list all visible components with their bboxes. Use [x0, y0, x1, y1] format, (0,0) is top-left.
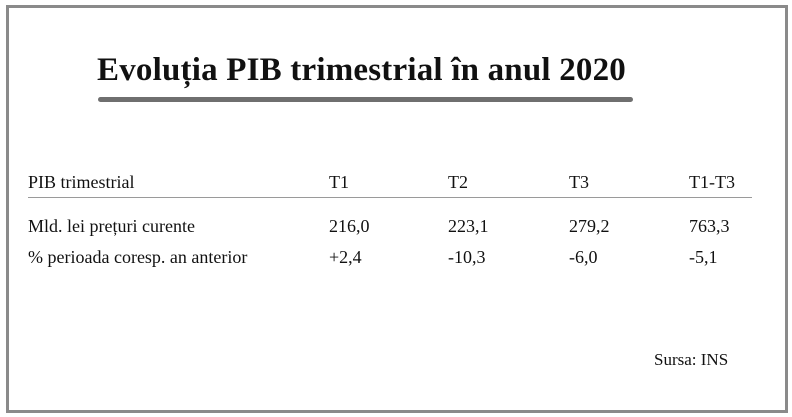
table-row: % perioada coresp. an anterior +2,4 -10,…	[28, 242, 752, 286]
header-cell-t3: T3	[569, 172, 589, 192]
table-cell: -10,3	[448, 247, 486, 267]
table-cell: +2,4	[329, 247, 362, 267]
table-cell: 279,2	[569, 216, 610, 236]
table-cell: 223,1	[448, 216, 489, 236]
table-row: Mld. lei prețuri curente 216,0 223,1 279…	[28, 198, 752, 242]
page-title: Evoluția PIB trimestrial în anul 2020	[97, 52, 627, 88]
source-note: Sursa: INS	[654, 350, 729, 369]
header-cell-label: PIB trimestrial	[28, 172, 135, 192]
table-cell: -6,0	[569, 247, 598, 267]
table-header-row: PIB trimestrial T1 T2 T3 T1-T3	[28, 163, 752, 198]
table-cell: 763,3	[689, 216, 730, 236]
header-cell-t2: T2	[448, 172, 468, 192]
document-frame: Evoluția PIB trimestrial în anul 2020 PI…	[6, 5, 788, 413]
title-underline	[98, 97, 633, 102]
row-label: Mld. lei prețuri curente	[28, 216, 195, 236]
gdp-table: PIB trimestrial T1 T2 T3 T1-T3 Mld. lei …	[28, 163, 752, 286]
header-cell-t1: T1	[329, 172, 349, 192]
header-cell-t1-t3: T1-T3	[689, 172, 735, 192]
table-cell: 216,0	[329, 216, 370, 236]
table-cell: -5,1	[689, 247, 718, 267]
row-label: % perioada coresp. an anterior	[28, 247, 248, 267]
